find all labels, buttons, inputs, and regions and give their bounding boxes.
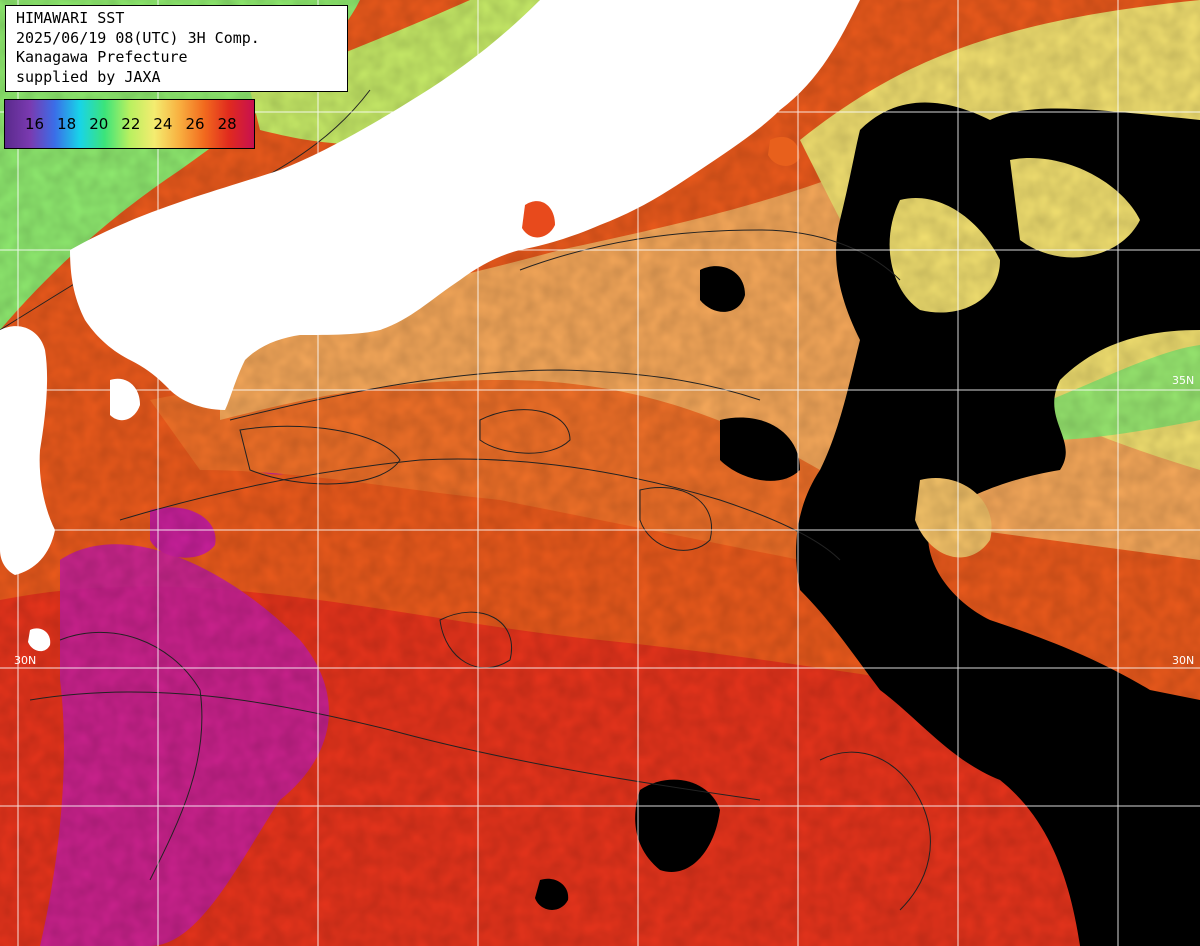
- island: [478, 154, 500, 186]
- info-panel: HIMAWARI SST 2025/06/19 08(UTC) 3H Comp.…: [5, 5, 348, 92]
- island: [563, 0, 610, 18]
- island: [110, 378, 140, 421]
- honshu-shikoku-land: [70, 0, 860, 410]
- lat-label-right-30n: 30N: [1172, 654, 1195, 667]
- bay-water: [522, 201, 555, 238]
- observation-datetime: 2025/06/19 08(UTC) 3H Comp.: [16, 28, 260, 47]
- kyushu-land: [0, 326, 55, 575]
- region-label: Kanagawa Prefecture: [16, 48, 188, 66]
- temperature-color-legend: 16 18 20 22 24 26 28: [4, 99, 255, 149]
- lat-label-left-30n: 30N: [14, 654, 37, 667]
- bay-water: [768, 136, 800, 166]
- isotherm-loop: [239, 425, 401, 485]
- data-credit: supplied by JAXA: [16, 67, 161, 86]
- legend-tick-24: 24: [153, 115, 173, 133]
- isotherm-line: [29, 691, 761, 801]
- isotherm-loop: [439, 611, 512, 669]
- isotherm-line: [819, 751, 931, 911]
- legend-labels: 16 18 20 22 24 26 28: [25, 115, 237, 133]
- landmass: [0, 0, 860, 652]
- legend-tick-28: 28: [217, 115, 237, 133]
- legend-tick-20: 20: [89, 115, 109, 133]
- lat-label-right-35n: 35N: [1172, 374, 1195, 387]
- isotherm-line: [59, 631, 203, 881]
- isotherm-loop: [479, 409, 571, 454]
- isotherm-line: [519, 229, 901, 281]
- product-title: HIMAWARI SST: [16, 9, 125, 27]
- island: [28, 628, 51, 652]
- legend-tick-16: 16: [25, 115, 45, 133]
- isotherm-line: [119, 458, 841, 561]
- isotherm-loop: [639, 486, 712, 551]
- legend-tick-26: 26: [185, 115, 205, 133]
- legend-tick-18: 18: [57, 115, 77, 133]
- legend-tick-22: 22: [121, 115, 141, 133]
